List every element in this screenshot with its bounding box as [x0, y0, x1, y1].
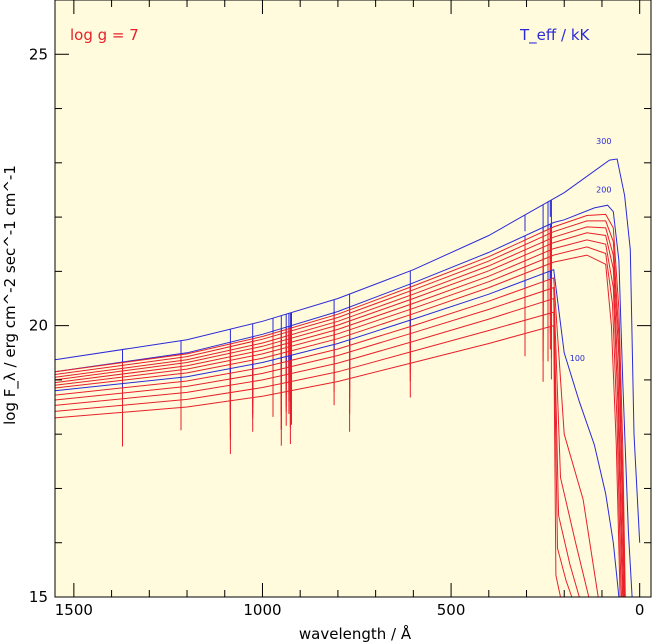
- series-line-14: [54, 324, 561, 598]
- teff-annotation: T_eff / kK: [519, 26, 591, 45]
- x-axis-title: wavelength / Å: [299, 624, 412, 643]
- series-curves: 300 200 100: [54, 137, 641, 598]
- plot-background: [55, 0, 651, 597]
- y-tick-label: 25: [29, 45, 48, 63]
- y-axis-title: log F_λ / erg cm^-2 sec^-1 cm^-1: [1, 165, 20, 425]
- x-tick-label: 500: [437, 601, 466, 619]
- curve-label-300: 300: [596, 137, 611, 146]
- gravity-annotation: log g = 7: [70, 26, 139, 44]
- y-tick-label: 20: [29, 317, 48, 335]
- x-tick-label: 0: [635, 601, 645, 619]
- y-tick-label: 15: [29, 588, 48, 606]
- plot-frame: [54, 0, 652, 598]
- curve-label-100: 100: [570, 354, 585, 363]
- x-tick-label: 1500: [55, 601, 93, 619]
- x-tick-label: 1000: [243, 601, 281, 619]
- curve-label-200: 200: [596, 186, 611, 195]
